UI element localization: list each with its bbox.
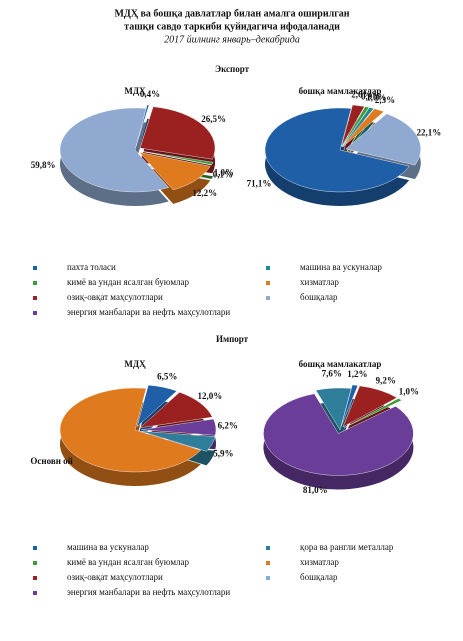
data-label: 59,8% [31, 160, 56, 170]
legend-swatch [33, 576, 37, 580]
data-label: 0,9% [361, 91, 381, 101]
legend-swatch [266, 281, 270, 285]
legend-swatch [33, 591, 37, 595]
legend-swatch [33, 266, 37, 270]
data-label: 81,0% [303, 485, 328, 495]
title-line: МДҲ ва бошқа давлатлар билан амалга ошир… [114, 8, 349, 19]
slice [342, 385, 398, 428]
slice [139, 392, 213, 429]
slice [341, 104, 365, 147]
section-heading: Импорт [216, 334, 249, 344]
data-label: 9,2% [376, 375, 396, 385]
chart-title: МДҲ [124, 359, 146, 369]
chart-title: МДҲ [124, 86, 146, 96]
slice [59, 387, 202, 473]
slice [136, 384, 178, 428]
legend-swatch [266, 576, 270, 580]
data-label: 26,5% [201, 114, 226, 124]
legend-label: пахта толаси [67, 262, 116, 272]
slice [315, 387, 352, 431]
slice [135, 104, 150, 147]
data-label: 12,0% [197, 391, 222, 401]
slice [263, 393, 414, 476]
legend-swatch [33, 281, 37, 285]
legend-label: хизматлар [300, 557, 339, 567]
data-label: 1,0% [399, 386, 419, 396]
data-label: 6,2% [218, 421, 238, 431]
slice [59, 107, 170, 193]
data-label: 5,9% [213, 448, 233, 458]
legend-swatch [33, 311, 37, 315]
chart-title: бошқа мамлакатлар [299, 86, 382, 96]
slice-side [135, 118, 150, 161]
section-heading: Экспорт [215, 64, 250, 74]
slice [264, 107, 410, 193]
slice [340, 384, 359, 427]
legend-label: бошқалар [300, 572, 338, 582]
slice [140, 150, 212, 166]
data-label: 2,3% [375, 95, 395, 105]
subtitle: 2017 йилнинг январь–декабрида [164, 34, 300, 45]
legend-label: қора ва рангли металлар [300, 542, 394, 552]
legend-swatch [33, 546, 37, 550]
legend-label: бошқалар [300, 292, 338, 302]
data-label: Основн ой [30, 456, 72, 466]
legend-label: озиқ-овқат маҳсулотлари [67, 292, 163, 302]
data-label: 22,1% [416, 128, 441, 138]
data-label: 12,2% [192, 188, 217, 198]
legend-label: кимё ва ундан ясалган буюмлар [67, 557, 190, 567]
legend-swatch [266, 561, 270, 565]
slice [344, 398, 402, 428]
slice [342, 107, 375, 147]
slice [345, 113, 421, 166]
data-label: 1,0% [366, 93, 386, 103]
slice [139, 106, 216, 160]
title-line: ташқи савдо таркиби қуйидагича ифодалана… [124, 21, 340, 32]
legend-label: машина ва ускуналар [67, 542, 149, 552]
data-label: 6,5% [157, 372, 177, 382]
legend-label: озиқ-овқат маҳсулотлари [67, 572, 163, 582]
slice [342, 108, 385, 148]
legend-swatch [33, 296, 37, 300]
legend-swatch [266, 266, 270, 270]
legend-swatch [33, 561, 37, 565]
data-label: 71,1% [247, 179, 272, 189]
legend-label: хизматлар [300, 277, 339, 287]
legend-label: кимё ва ундан ясалган буюмлар [67, 277, 190, 287]
data-label: 7,6% [322, 368, 342, 378]
legend-label: энергия манбалари ва нефть маҳсулотлари [67, 587, 230, 597]
slice [140, 430, 216, 452]
data-label: 1,0% [214, 168, 234, 178]
data-label: 0,4% [140, 89, 160, 99]
data-label: 0,1% [213, 169, 233, 179]
data-label: 1,2% [347, 369, 367, 379]
legend-label: машина ва ускуналар [300, 262, 382, 272]
slice [341, 106, 370, 147]
slice [140, 418, 217, 436]
legend-swatch [266, 296, 270, 300]
slice [138, 152, 211, 191]
data-label: 2,6% [351, 90, 371, 100]
legend-swatch [266, 546, 270, 550]
chart-title: бошқа мамлакатлар [299, 359, 382, 369]
legend-label: энергия манбалари ва нефть маҳсулотлари [67, 307, 230, 317]
